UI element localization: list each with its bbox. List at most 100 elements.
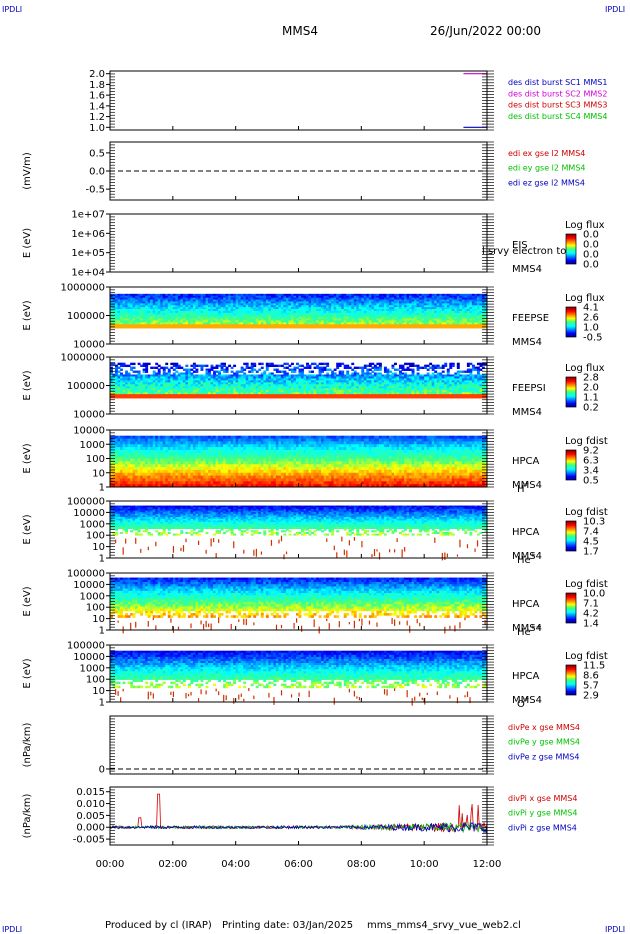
spectrogram-cell (333, 368, 337, 371)
spectrogram-cell (192, 322, 196, 325)
spectrogram-cell (243, 378, 247, 381)
spectrogram-cell (275, 320, 279, 323)
spectrogram-cell (424, 394, 428, 397)
spectrogram-cell (260, 316, 264, 319)
spectrogram-cell (474, 297, 478, 300)
spectrogram-cell (328, 376, 332, 379)
spectrogram-cell (406, 297, 410, 300)
spectrogram-cell (152, 392, 156, 395)
spectrogram-cell (170, 362, 174, 366)
spectrogram-cell (353, 380, 357, 383)
spectrogram-cell (165, 314, 169, 318)
spectrogram-cell (192, 299, 196, 302)
spectrogram-cell (378, 293, 382, 297)
spectrogram-cell (157, 301, 161, 304)
spectrogram-cell (298, 299, 302, 302)
spectrogram-cell (192, 370, 196, 373)
spectrogram-cell (200, 380, 204, 383)
spectrogram-cell (361, 307, 365, 310)
spectrogram-cell (454, 324, 458, 327)
spectrogram-cell (436, 390, 440, 393)
spectrogram-cell (215, 396, 219, 399)
spectrogram-cell (326, 312, 330, 316)
spectrogram-cell (255, 392, 259, 395)
spectrogram-cell (391, 303, 395, 306)
spectrogram-cell (419, 384, 423, 387)
spectrogram-cell (429, 303, 433, 306)
spectrogram-cell (444, 303, 448, 306)
spectrogram-cell (406, 293, 410, 297)
spectrogram-cell (373, 324, 377, 327)
spectrogram-cell (258, 382, 262, 385)
spectrogram-cell (313, 293, 317, 297)
spectrogram-cell (406, 301, 410, 304)
spectrogram-cell (388, 295, 392, 299)
spectrogram-cell (326, 396, 330, 399)
spectrogram-cell (248, 382, 252, 385)
spectrogram-cell (288, 310, 292, 314)
spectrogram-cell (233, 297, 237, 300)
spectrogram-cell (195, 322, 199, 325)
spectrogram-cell (278, 380, 282, 383)
spectrogram-cell (210, 309, 214, 312)
spectrogram-cell (248, 295, 252, 299)
spectrogram-cell (197, 388, 201, 391)
spectrogram-cell (117, 374, 121, 377)
spectrogram-cell (288, 376, 292, 379)
spectrogram-cell (263, 305, 267, 308)
spectrogram-cell (190, 324, 194, 327)
spectrogram-cell (192, 309, 196, 312)
spectrogram-cell (466, 318, 470, 321)
spectrogram-cell (441, 309, 445, 312)
spectrogram-cell (388, 384, 392, 387)
spectrogram-cell (210, 396, 214, 399)
spectrogram-cell (394, 376, 397, 379)
spectrogram-cell (155, 374, 159, 377)
spectrogram-cell (225, 314, 229, 318)
spectrogram-cell (378, 309, 382, 312)
spectrogram-cell (401, 293, 405, 297)
spectrogram-cell (394, 299, 397, 302)
spectrogram-cell (285, 324, 289, 327)
spectrogram-cell (306, 314, 309, 318)
spectrogram-cell (353, 372, 357, 375)
spectrogram-cell (298, 320, 302, 323)
spectrogram-cell (132, 303, 136, 306)
spectrogram-cell (167, 299, 171, 302)
spectrogram-cell (378, 305, 382, 308)
spectrogram-cell (230, 366, 234, 369)
spectrogram-cell (316, 312, 319, 316)
spectrogram-cell (137, 320, 141, 323)
spectrogram-cell (185, 390, 189, 393)
spectrogram-cell (479, 297, 483, 300)
spectrogram-cell (285, 299, 289, 302)
spectrogram-cell (404, 318, 407, 321)
spectrogram-cell (265, 301, 269, 304)
spectrogram-cell (346, 316, 350, 319)
spectrogram-cell (366, 386, 370, 389)
spectrogram-cell (341, 362, 345, 366)
spectrogram-cell (142, 312, 146, 316)
spectrogram-cell (371, 305, 375, 308)
spectrogram-cell (238, 297, 242, 300)
spectrogram-cell (225, 318, 229, 321)
spectrogram-cell (391, 309, 395, 312)
spectrogram-cell (446, 388, 450, 391)
spectrogram-cell (451, 364, 455, 368)
spectrogram-cell (333, 394, 337, 397)
spectrogram-cell (263, 297, 267, 300)
spectrogram-cell (451, 376, 455, 379)
spectrogram-cell (295, 316, 299, 319)
spectrogram-cell (235, 392, 239, 395)
spectrogram-cell (230, 380, 234, 383)
spectrogram-cell (112, 322, 116, 325)
spectrogram-cell (396, 384, 400, 387)
spectrogram-cell (471, 318, 475, 321)
spectrogram-cell (110, 376, 113, 379)
spectrogram-cell (318, 374, 322, 377)
spectrogram-cell (456, 324, 460, 327)
spectrogram-cell (326, 386, 330, 389)
colorbar-tick-label: 0.0 (583, 230, 599, 241)
spectrogram-cell (208, 326, 211, 329)
spectrogram-cell (200, 318, 204, 321)
